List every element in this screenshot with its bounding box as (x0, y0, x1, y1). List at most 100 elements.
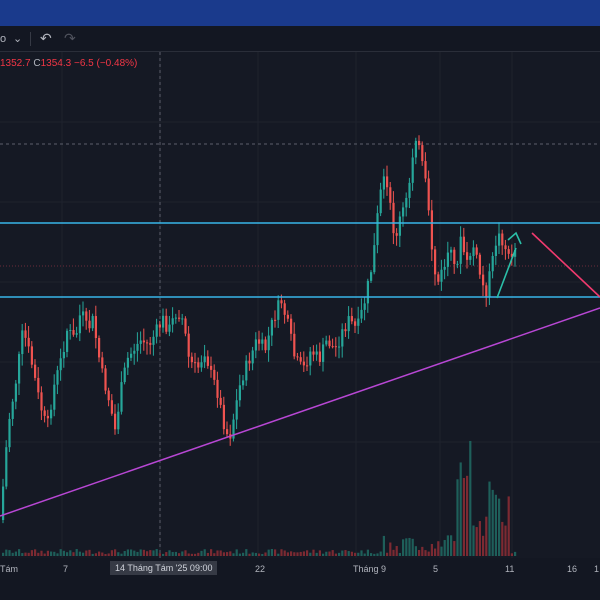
candle-body (270, 319, 273, 336)
volume-bar (302, 551, 305, 556)
candle-body (267, 335, 270, 351)
candle-body (347, 316, 350, 332)
volume-bar (363, 553, 366, 556)
volume-bar (91, 553, 94, 556)
volume-bar (110, 550, 113, 556)
volume-bar (229, 551, 232, 556)
volume-bar (78, 551, 81, 556)
redo-icon[interactable]: ↷ (64, 30, 76, 46)
candle-body (302, 361, 305, 366)
ohlc-change: −6.5 (−0.48%) (73, 58, 138, 69)
volume-bar (142, 549, 145, 556)
volume-bar (126, 549, 129, 556)
candle-body (222, 404, 225, 430)
window-title-bar (0, 0, 600, 26)
volume-bar (136, 551, 139, 556)
volume-bar (235, 549, 238, 556)
volume-bar (450, 535, 453, 556)
volume-bar (446, 535, 449, 556)
volume-bar (405, 538, 408, 556)
candle-body (21, 330, 24, 355)
price-chart[interactable] (0, 52, 600, 558)
candle-body (40, 392, 43, 411)
candle-body (485, 285, 488, 297)
candle-body (286, 314, 289, 319)
candle-body (318, 351, 321, 362)
candle-body (165, 315, 168, 332)
volume-bar (360, 550, 363, 556)
candle-body (155, 324, 158, 337)
candle-body (59, 358, 62, 371)
candle-body (194, 362, 197, 364)
candle-body (69, 330, 72, 332)
candle-body (299, 357, 302, 362)
x-tick-label: 7 (63, 564, 69, 574)
candle-body (510, 253, 513, 257)
ohlc-close-key: C (33, 58, 41, 69)
projection-arrow-up (496, 247, 517, 299)
x-tick-label: Tháng 9 (353, 564, 387, 574)
volume-bar (62, 550, 65, 556)
candle-body (94, 316, 97, 339)
candle-body (280, 300, 283, 304)
candle-body (466, 252, 469, 260)
volume-bar (155, 549, 158, 556)
candle-body (488, 271, 491, 297)
volume-bar (392, 549, 395, 556)
candle-body (507, 249, 510, 254)
volume-bar (194, 553, 197, 556)
volume-bar (85, 550, 88, 556)
candle-body (411, 157, 414, 183)
candle-body (363, 303, 366, 310)
volume-bar (200, 550, 203, 556)
volume-bar (402, 539, 405, 556)
volume-bar (5, 549, 8, 556)
volume-bar (280, 549, 283, 556)
candle-body (274, 319, 277, 321)
x-tick-label: 16 (567, 564, 578, 574)
volume-bar (146, 551, 149, 556)
volume-bar (248, 553, 251, 556)
volume-bar (184, 550, 187, 556)
volume-bar (66, 552, 69, 556)
volume-bar (254, 552, 257, 556)
candle-body (43, 410, 46, 416)
volume-bar (21, 553, 24, 556)
volume-bar (478, 521, 481, 556)
toolbar-partial-text[interactable]: o (0, 33, 7, 45)
volume-bar (264, 552, 267, 556)
chevron-down-icon[interactable]: ⌄ (13, 33, 23, 45)
candle-body (114, 413, 117, 430)
candle-body (11, 401, 14, 419)
volume-bar (130, 549, 133, 556)
volume-bar (379, 551, 382, 556)
candle-body (78, 315, 81, 334)
candle-body (24, 330, 27, 338)
candle-body (453, 249, 456, 265)
candle-body (296, 356, 299, 358)
candle-body (72, 330, 75, 335)
volume-bar (242, 552, 245, 556)
volume-bar (59, 549, 62, 556)
candle-body (30, 346, 33, 365)
candle-body (85, 311, 88, 321)
volume-bar (43, 553, 46, 556)
time-axis[interactable]: Tám 7 22 Tháng 9 5 11 16 1 14 Tháng Tám … (0, 558, 600, 600)
candle-body (158, 324, 161, 328)
volume-bar (338, 552, 341, 556)
candle-body (152, 336, 155, 345)
candle-body (8, 418, 11, 448)
candle-body (440, 269, 443, 282)
candle-body (206, 356, 209, 366)
candle-body (325, 340, 328, 345)
volume-bar (312, 549, 315, 556)
candle-body (34, 364, 37, 378)
volume-bar (411, 538, 414, 556)
volume-bar (331, 550, 334, 556)
volume-bar (469, 440, 472, 556)
volume-bar (315, 552, 318, 556)
volume-bar (309, 552, 312, 556)
undo-icon[interactable]: ↶ (40, 30, 52, 46)
candle-body (414, 140, 417, 158)
volume-bar (11, 552, 14, 556)
